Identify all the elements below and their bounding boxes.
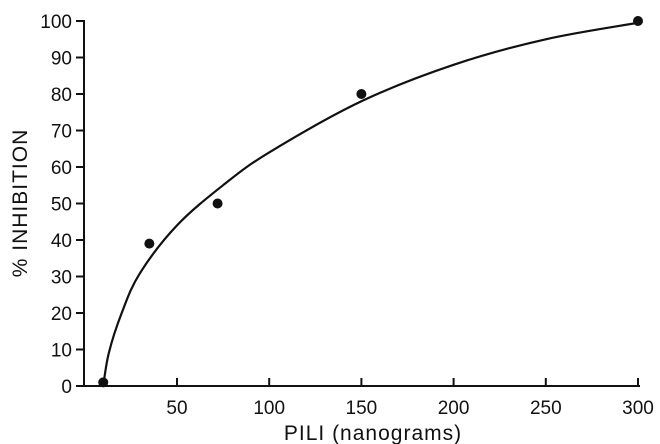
y-axis: 0 10 20 30 40 50 60 70 80 90 100: [40, 12, 84, 398]
x-tick-label: 50: [166, 398, 187, 419]
y-tick-label: 80: [51, 85, 72, 106]
data-point: [144, 238, 155, 249]
y-tick-label: 20: [51, 304, 72, 325]
axes-frame: [83, 20, 640, 387]
x-tick-label: 150: [346, 398, 378, 419]
y-tick-label: 90: [51, 49, 72, 70]
y-tick-label: 10: [51, 341, 72, 362]
y-tick-label: 100: [40, 12, 72, 33]
y-tick-label: 70: [51, 122, 72, 143]
x-axis: 50 100 150 200 250 300: [166, 378, 654, 419]
y-tick-label: 60: [51, 158, 72, 179]
x-tick-label: 100: [253, 398, 285, 419]
x-tick-label: 250: [530, 398, 562, 419]
x-tick-label: 200: [438, 398, 470, 419]
x-tick-label: 300: [622, 398, 654, 419]
y-tick-label: 40: [51, 231, 72, 252]
data-point: [98, 377, 109, 388]
y-tick-label: 30: [51, 268, 72, 289]
x-axis-title: PILI (nanograms): [284, 422, 462, 444]
y-axis-title: % INHIBITION: [9, 129, 32, 278]
fit-curve-layer: [102, 21, 639, 387]
fit-curve: [102, 21, 639, 387]
data-point: [356, 89, 367, 99]
y-tick-label: 50: [51, 195, 72, 216]
data-point: [633, 16, 643, 26]
y-tick-label: 0: [61, 377, 72, 398]
data-point: [212, 198, 223, 209]
data-points: [98, 16, 643, 388]
axes: [83, 20, 640, 387]
